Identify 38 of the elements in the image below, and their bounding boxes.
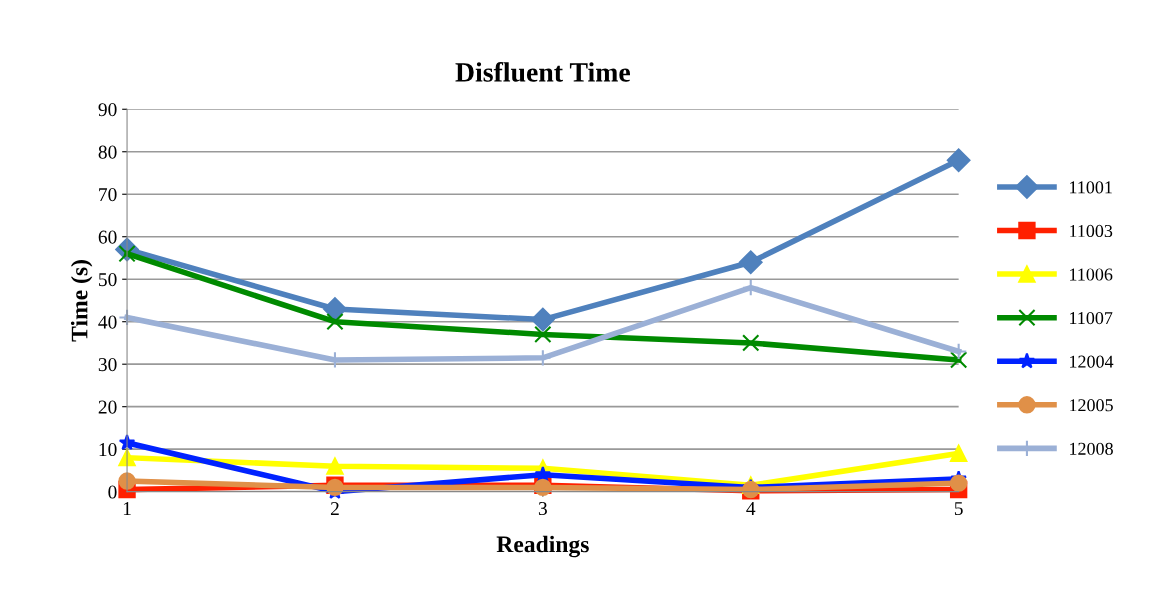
legend-label: 12008 [1070,442,1113,455]
point [326,457,344,475]
point [949,474,968,492]
y-tick-label: 60 [98,230,117,244]
y-axis-title: Time (s) [70,260,93,342]
legend-label: 12004 [1070,355,1114,368]
x-tick-label: 3 [538,502,547,516]
y-tick-label: 80 [98,145,117,159]
point [742,334,760,352]
legend-label: 11001 [1070,181,1112,194]
point [326,313,344,331]
chart-title: Disfluent Time [455,61,630,82]
point [534,325,552,344]
legend-label: 11006 [1070,268,1113,281]
point [946,148,971,173]
y-tick-label: 40 [98,315,117,329]
x-tick-label: 5 [954,502,963,516]
x-tick-label: 4 [746,502,756,515]
legend-label: 11007 [1070,311,1113,325]
point [949,351,968,369]
y-tick-label: 0 [108,485,117,499]
point [323,297,347,321]
x-axis-title: Readings [496,535,589,558]
y-tick-label: 90 [98,103,117,117]
y-tick-label: 50 [99,273,117,287]
x-tick-label: 1 [123,502,131,515]
point [949,342,968,361]
y-tick-label: 30 [98,358,117,372]
y-tick-label: 10 [99,443,117,457]
point [738,250,763,275]
point [531,307,555,332]
y-tick-label: 70 [99,188,117,202]
x-tick-label: 2 [330,502,339,515]
point [742,279,760,297]
legend-label: 12005 [1070,399,1113,412]
y-tick-label: 20 [98,400,117,414]
legend-label: 11003 [1070,224,1113,238]
point [949,444,968,463]
